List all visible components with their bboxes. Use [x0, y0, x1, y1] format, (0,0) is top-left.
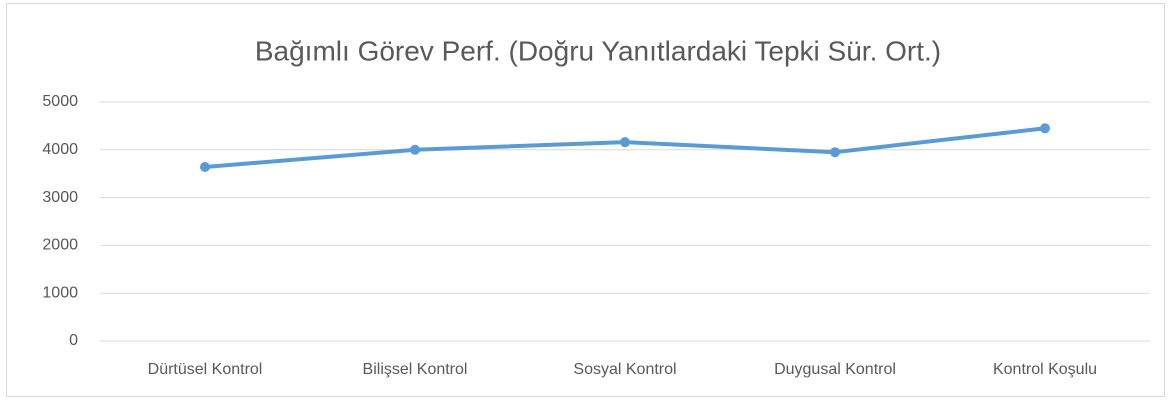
y-tick-label: 0 — [69, 332, 78, 349]
point — [410, 144, 420, 155]
x-tick-label: Sosyal Kontrol — [573, 361, 676, 378]
point — [620, 137, 630, 148]
x-tick-label: Duygusal Kontrol — [774, 361, 896, 378]
point — [1040, 123, 1050, 134]
y-tick-label: 2000 — [42, 237, 78, 254]
point — [830, 147, 840, 158]
point — [200, 162, 210, 173]
x-tick-label: Bilişsel Kontrol — [363, 361, 468, 378]
x-tick-label: Dürtüsel Kontrol — [148, 361, 263, 378]
chart-border — [6, 3, 1165, 397]
y-tick-label: 3000 — [42, 189, 78, 206]
y-tick-label: 4000 — [42, 141, 78, 158]
y-tick-label: 1000 — [42, 284, 78, 301]
x-tick-label: Kontrol Koşulu — [993, 361, 1097, 378]
chart-title: Bağımlı Görev Perf. (Doğru Yanıtlardaki … — [255, 35, 941, 66]
y-tick-label: 5000 — [42, 93, 78, 110]
